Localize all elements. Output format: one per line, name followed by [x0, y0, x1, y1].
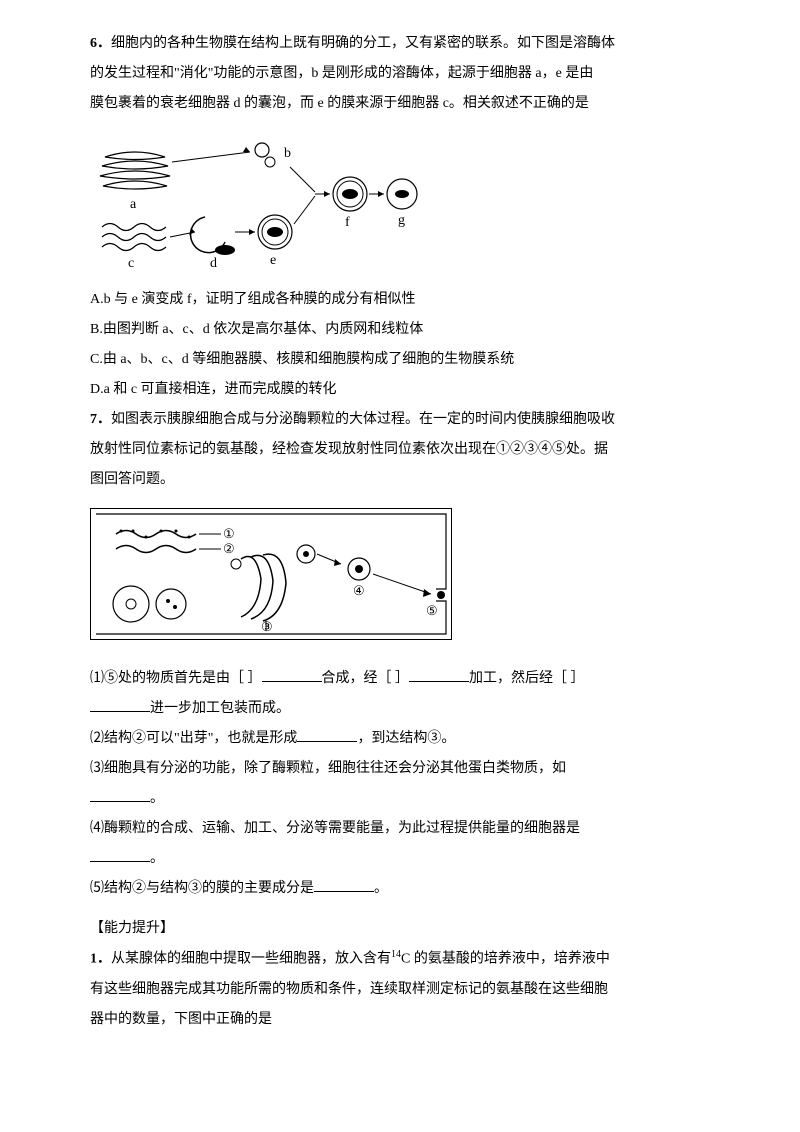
- q7-stem-line3: 图回答问题。: [90, 466, 710, 494]
- q7-sub2-a: ⑵结构②可以"出芽"，也就是形成: [90, 731, 297, 746]
- q6-optB: B.由图判断 a、c、d 依次是高尔基体、内质网和线粒体: [90, 316, 710, 344]
- q6-diagram: a b c d e: [90, 132, 710, 272]
- q7-sub4: ⑷酶颗粒的合成、运输、加工、分泌等需要能量，为此过程提供能量的细胞器是: [90, 815, 710, 843]
- blank-7: [314, 878, 374, 892]
- q6-stem-line3: 膜包裹着的衰老细胞器 d 的囊泡，而 e 的膜来源于细胞器 c。相关叙述不正确的…: [90, 90, 710, 118]
- q7-sub3-a: ⑶细胞具有分泌的功能，除了酶颗粒，细胞往往还会分泌其他蛋白类物质，如: [90, 761, 566, 776]
- q6-optA: A.b 与 e 演变成 f，证明了组成各种膜的成分有相似性: [90, 286, 710, 314]
- q7-sub2: ⑵结构②可以"出芽"，也就是形成 ，到达结构③。: [90, 725, 710, 753]
- label-b-text: b: [284, 146, 291, 161]
- q7-stem-line2: 放射性同位素标记的氨基酸，经检查发现放射性同位素依次出现在①②③④⑤处。据: [90, 436, 710, 464]
- label-c-text: c: [128, 256, 134, 271]
- label-e-text: e: [270, 253, 276, 268]
- golgi: ③: [241, 554, 286, 634]
- q6-text1: 细胞内的各种生物膜在结构上既有明确的分工，又有紧密的联系。如下图是溶酶体: [111, 36, 615, 51]
- label-5: ⑤: [426, 603, 438, 618]
- q7-sub5-a: ⑸结构②与结构③的膜的主要成分是: [90, 881, 314, 896]
- q6-optC: C.由 a、b、c、d 等细胞器膜、核膜和细胞膜构成了细胞的生物膜系统: [90, 346, 710, 374]
- ability-q1-number: 1．: [90, 952, 111, 967]
- q6-number: 6．: [90, 36, 111, 51]
- label-a-text: a: [130, 197, 137, 212]
- section-header: 【能力提升】: [90, 915, 710, 943]
- q7-sub1-b: 合成，经［ ］: [322, 671, 410, 686]
- c14-super: 14: [391, 949, 401, 960]
- q7-sub2-b: ，到达结构③。: [357, 731, 455, 746]
- ability-q1-line2: 有这些细胞器完成其功能所需的物质和条件，连续取样测定标记的氨基酸在这些细胞: [90, 976, 710, 1004]
- label-1: ①: [223, 526, 235, 541]
- rough-er: ① ②: [116, 526, 235, 556]
- q7-sub1-cont: 进一步加工包装而成。: [90, 695, 710, 723]
- q7-sub5-b: 。: [374, 881, 388, 896]
- organelle-d: d: [191, 217, 235, 271]
- q7-sub3: ⑶细胞具有分泌的功能，除了酶颗粒，细胞往往还会分泌其他蛋白类物质，如: [90, 755, 710, 783]
- q7-sub4-b: 。: [150, 851, 164, 866]
- q7-diagram: ① ② ③ ④: [90, 508, 710, 651]
- label-3: ③: [261, 619, 273, 634]
- label-4: ④: [353, 583, 365, 598]
- q7-sub1-a: ⑴⑤处的物质首先是由［ ］: [90, 671, 262, 686]
- blank-4: [297, 728, 357, 742]
- label-2: ②: [223, 541, 235, 556]
- label-g-text: g: [398, 213, 405, 228]
- label-d-text: d: [210, 256, 217, 271]
- q7-sub4-cont: 。: [90, 845, 710, 873]
- ability-q1-text1b: C 的氨基酸的培养液中，培养液中: [401, 952, 610, 967]
- q7-diagram-svg: ① ② ③ ④: [91, 509, 451, 639]
- q6-stem-line2: 的发生过程和"消化"功能的示意图，b 是刚形成的溶酶体，起源于细胞器 a，e 是…: [90, 60, 710, 88]
- q6-optD: D.a 和 c 可直接相连，进而完成膜的转化: [90, 376, 710, 404]
- blank-1: [262, 668, 322, 682]
- label-f-text: f: [345, 215, 350, 230]
- ability-q1-line1: 1．从某腺体的细胞中提取一些细胞器，放入含有14C 的氨基酸的培养液中，培养液中: [90, 945, 710, 974]
- blank-5: [90, 788, 150, 802]
- q7-sub3-b: 。: [150, 791, 164, 806]
- q7-sub3-cont: 。: [90, 785, 710, 813]
- q7-stem-line1: 7．如图表示胰腺细胞合成与分泌酶颗粒的大体过程。在一定的时间内使胰腺细胞吸收: [90, 406, 710, 434]
- q7-text1: 如图表示胰腺细胞合成与分泌酶颗粒的大体过程。在一定的时间内使胰腺细胞吸收: [111, 412, 615, 427]
- ability-q1-line3: 器中的数量，下图中正确的是: [90, 1006, 710, 1034]
- q7-sub1-c: 加工，然后经［ ］: [469, 671, 585, 686]
- ability-q1-text1: 从某腺体的细胞中提取一些细胞器，放入含有: [111, 952, 391, 967]
- organelle-a: a: [100, 152, 170, 212]
- q6-stem-line1: 6．细胞内的各种生物膜在结构上既有明确的分工，又有紧密的联系。如下图是溶酶体: [90, 30, 710, 58]
- q7-sub1: ⑴⑤处的物质首先是由［ ］ 合成，经［ ］ 加工，然后经［ ］: [90, 665, 710, 693]
- blank-2: [409, 668, 469, 682]
- blank-6: [90, 848, 150, 862]
- q7-sub5: ⑸结构②与结构③的膜的主要成分是 。: [90, 875, 710, 903]
- vesicle-f: f: [333, 177, 367, 230]
- blank-3: [90, 698, 150, 712]
- organelle-c: c: [102, 224, 166, 272]
- q7-number: 7．: [90, 412, 111, 427]
- vesicle-g: g: [387, 179, 417, 228]
- q7-sub1-d: 进一步加工包装而成。: [150, 701, 290, 716]
- q7-sub4-a: ⑷酶颗粒的合成、运输、加工、分泌等需要能量，为此过程提供能量的细胞器是: [90, 821, 580, 836]
- vesicle-e: e: [258, 215, 292, 268]
- q6-diagram-svg: a b c d e: [90, 132, 420, 272]
